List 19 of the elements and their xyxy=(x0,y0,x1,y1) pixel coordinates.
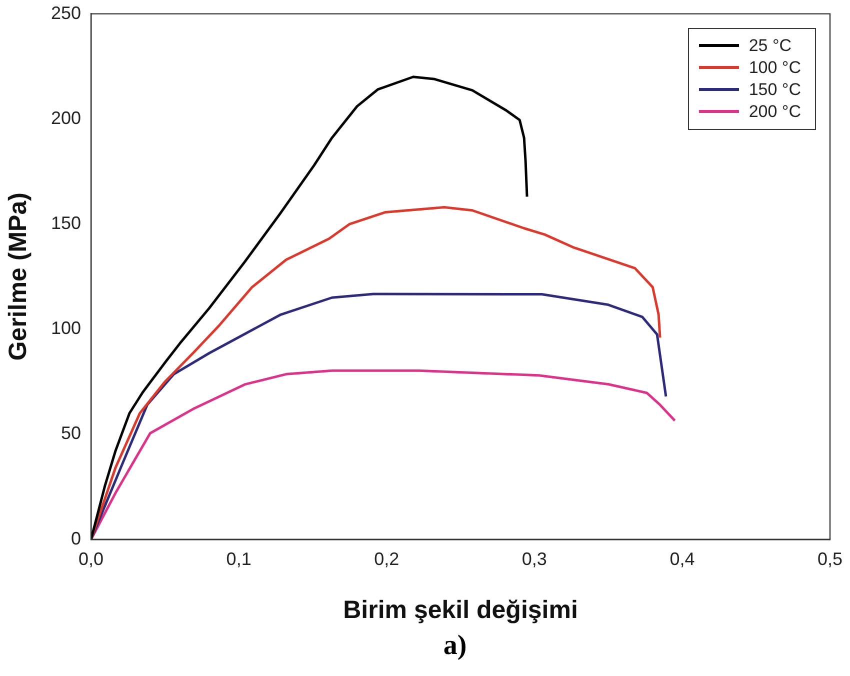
y-tick-label: 0 xyxy=(71,528,82,548)
text: a) xyxy=(442,630,468,662)
x-tick-label: 0,5 xyxy=(817,549,843,570)
x-axis-title: Birim şekil değişimi xyxy=(343,596,578,624)
x-tick-label: 0,4 xyxy=(670,549,695,570)
y-tick-label: 250 xyxy=(50,2,82,23)
x-tick-label: 0,0 xyxy=(78,549,104,570)
y-tick-label: 100 xyxy=(50,318,82,338)
y-tick-label: 150 xyxy=(50,213,82,234)
y-axis-title: Gerilme (MPa) xyxy=(4,192,32,361)
x-tick-label: 0,3 xyxy=(522,549,547,570)
y-tick-label: 200 xyxy=(50,108,82,128)
x-tick-label: 0,2 xyxy=(374,549,400,570)
legend-label: 100 °C xyxy=(748,58,801,78)
y-tick-label: 50 xyxy=(61,423,82,444)
x-tick-label: 0,1 xyxy=(226,549,252,570)
legend-label: 200 °C xyxy=(748,102,801,122)
legend-label: 25 °C xyxy=(748,36,792,56)
legend-label: 150 °C xyxy=(748,80,801,100)
